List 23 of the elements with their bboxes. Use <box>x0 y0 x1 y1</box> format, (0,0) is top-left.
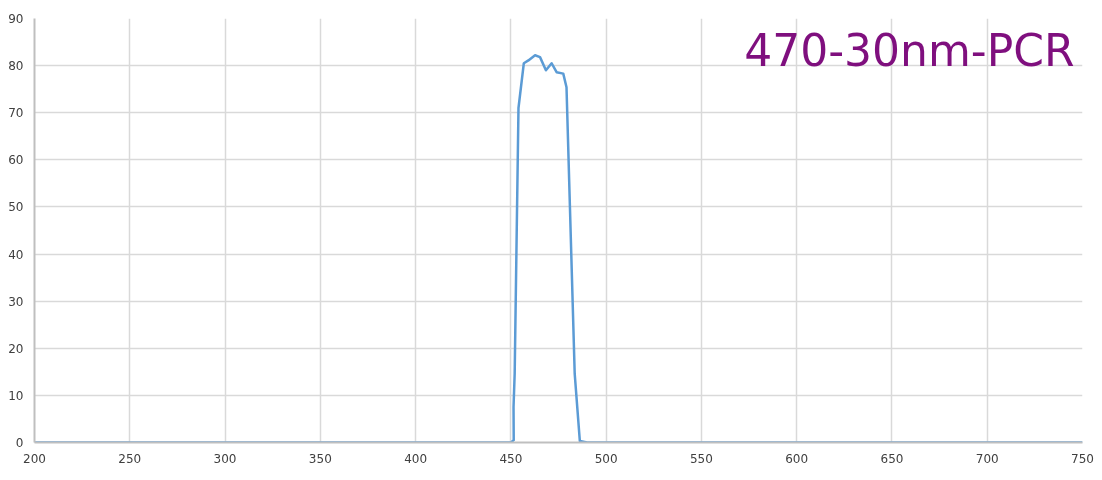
y-tick-label: 0 <box>15 436 24 450</box>
x-tick-label: 400 <box>404 451 428 466</box>
x-tick-label: 500 <box>594 451 618 466</box>
annotation: 470-30nm-PCR <box>744 24 1075 76</box>
y-tick-label: 90 <box>8 12 24 26</box>
y-tick-label: 60 <box>8 153 24 168</box>
y-tick-label: 30 <box>8 294 24 309</box>
x-tick-label: 750 <box>1071 451 1094 466</box>
y-tick-label: 40 <box>8 247 24 262</box>
x-tick-label: 300 <box>213 451 237 466</box>
x-tick-label: 700 <box>975 451 999 466</box>
x-tick-label: 600 <box>785 451 809 466</box>
y-tick-label: 50 <box>8 200 24 215</box>
x-tick-label: 550 <box>689 451 713 466</box>
x-tick-label: 650 <box>880 451 904 466</box>
x-tick-label: 450 <box>499 451 523 466</box>
y-tick-label: 80 <box>8 59 24 74</box>
x-tick-label: 250 <box>118 451 142 466</box>
x-tick-label: 350 <box>308 451 332 466</box>
y-tick-label: 70 <box>8 106 24 121</box>
y-tick-label: 10 <box>8 388 24 403</box>
y-tick-label: 20 <box>8 341 24 356</box>
x-tick-label: 200 <box>23 451 46 466</box>
